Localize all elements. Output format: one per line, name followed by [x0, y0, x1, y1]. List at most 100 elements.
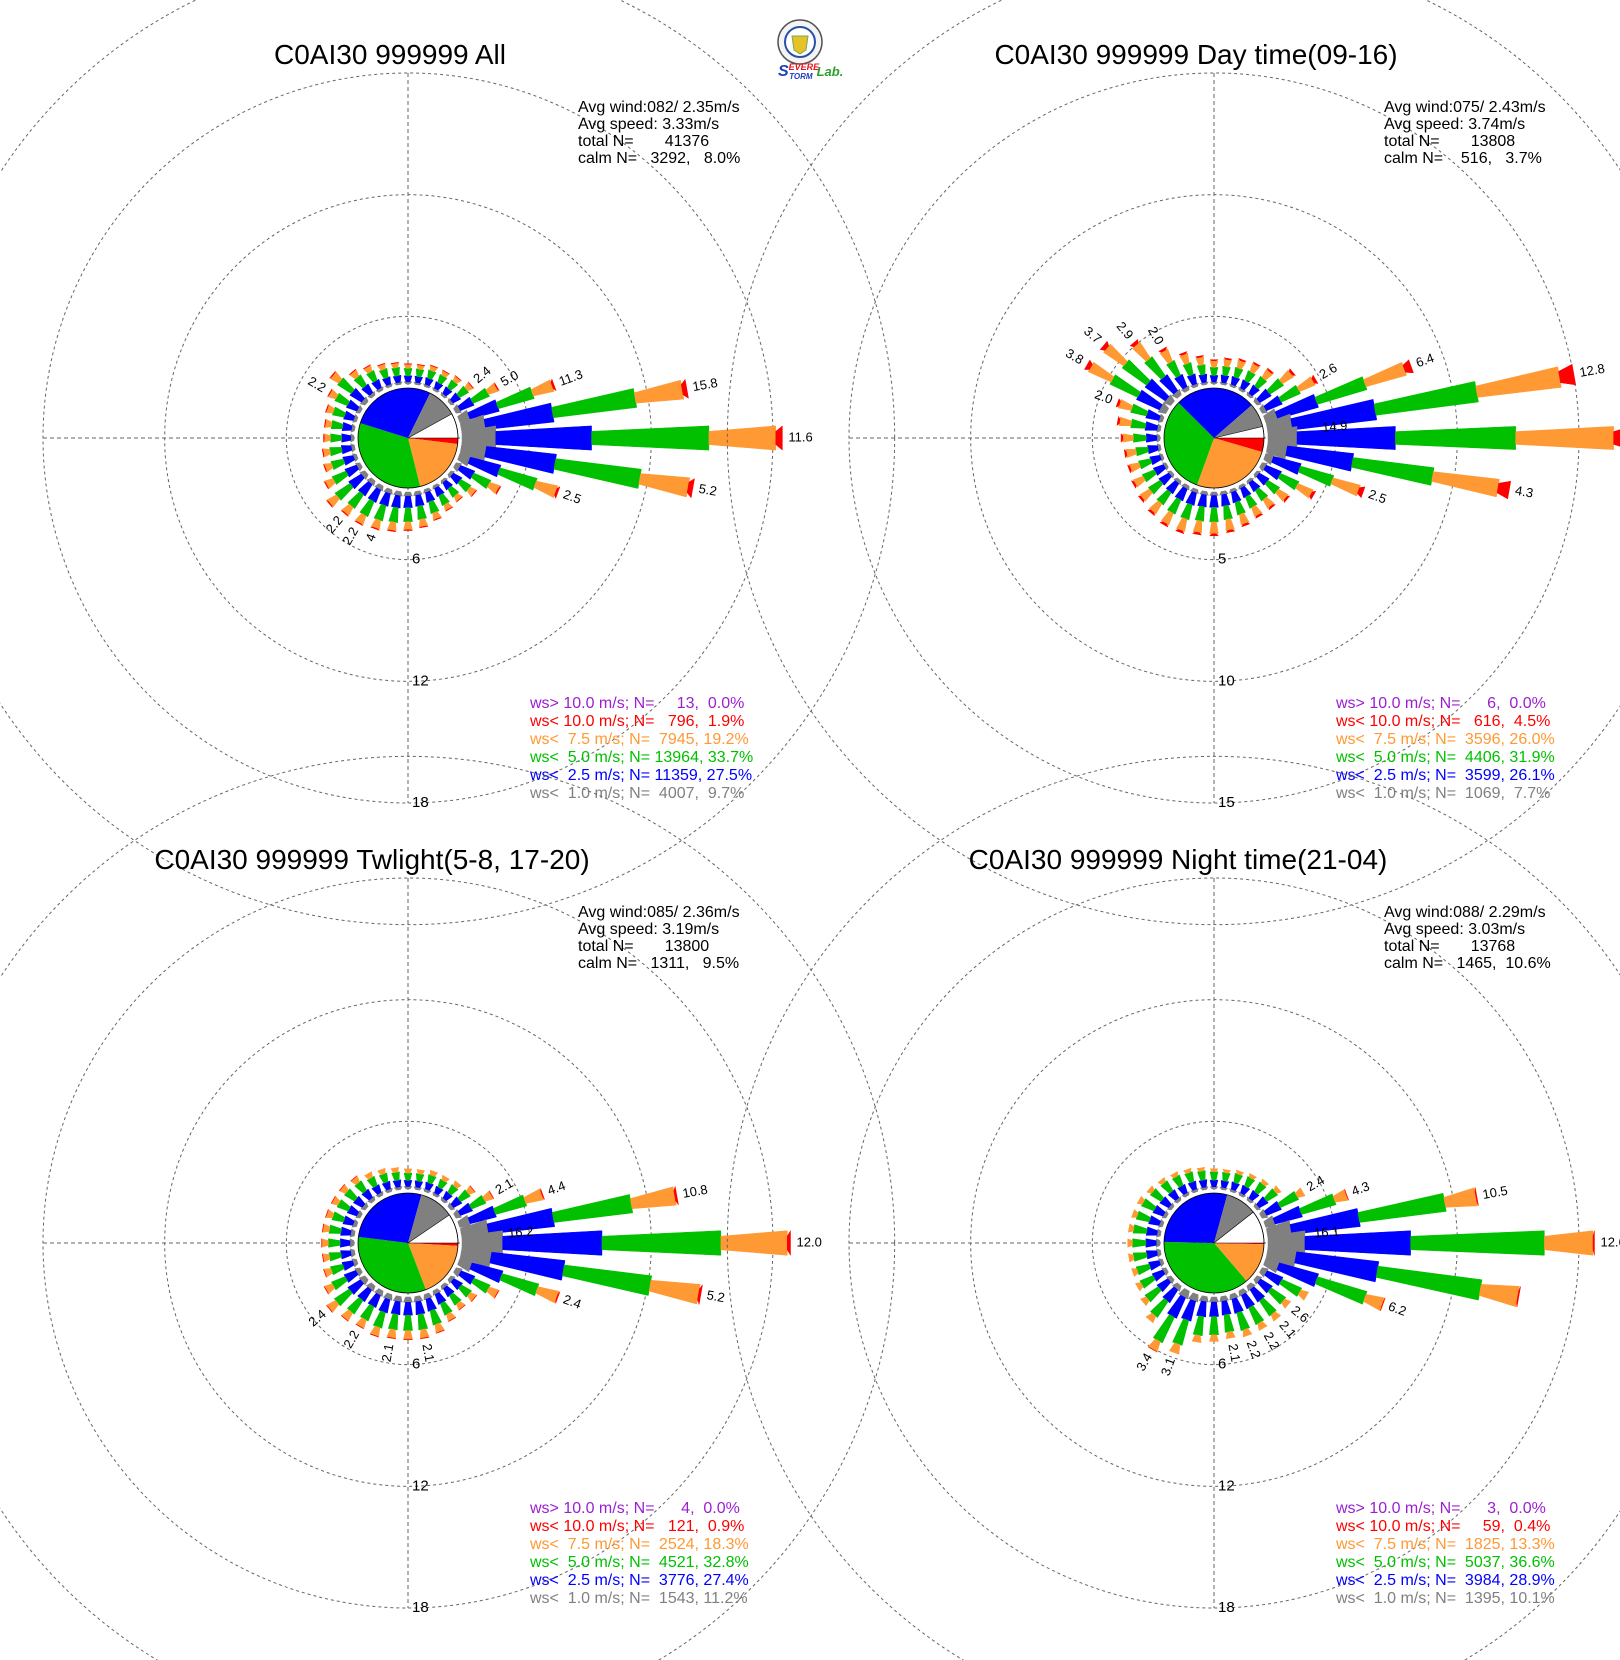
petal-value-label: 2.1	[1225, 1343, 1243, 1363]
petal-segment	[1278, 369, 1295, 385]
petal-segment	[1363, 361, 1407, 388]
petal-segment	[489, 1251, 566, 1281]
petal-segment	[467, 399, 500, 420]
petal-segment	[323, 419, 327, 428]
petal-segment	[1157, 1218, 1165, 1228]
legend-entry: ws> 10.0 m/s; N= 6, 0.0%	[1335, 695, 1546, 712]
pie-slice	[1214, 1243, 1264, 1245]
petal-value-label: 2.5	[1367, 486, 1389, 506]
pie-outline	[357, 387, 459, 489]
petal-segment	[550, 378, 557, 392]
logo-lab: Lab.	[817, 64, 844, 79]
petal-value-label: 4.3	[1514, 483, 1534, 501]
petal-segment	[1163, 394, 1175, 406]
petal-segment	[1138, 458, 1153, 470]
petal-segment	[390, 1300, 401, 1316]
petal-segment	[420, 1337, 430, 1340]
legend-entry: ws< 2.5 m/s; N= 3776, 27.4%	[529, 1572, 749, 1589]
petal-segment	[1231, 490, 1242, 504]
petal-segment	[391, 1171, 400, 1182]
range-ring	[726, 755, 1620, 1660]
petal-segment	[1189, 487, 1199, 495]
petal-segment	[323, 481, 329, 490]
petal-segment	[403, 375, 413, 383]
petal-segment	[1157, 402, 1170, 414]
petal-segment	[1255, 513, 1264, 520]
petal-segment	[413, 381, 423, 386]
logo-evere: EVERE	[789, 62, 821, 72]
petal-segment	[450, 1278, 464, 1291]
petal-segment	[1410, 1230, 1545, 1256]
petal-segment	[449, 392, 462, 404]
petal-segment	[1222, 365, 1231, 377]
petal-segment	[1248, 1189, 1260, 1202]
petal-segment	[446, 1311, 457, 1322]
petal-segment	[1156, 1278, 1172, 1293]
petal-segment	[1246, 391, 1255, 399]
petal-segment	[341, 421, 353, 431]
petal-segment	[1289, 367, 1297, 376]
petal-segment	[1357, 486, 1366, 499]
petal-segment	[437, 373, 448, 385]
petal-value-label: 2.0	[1145, 324, 1167, 347]
petal-segment	[1127, 1238, 1133, 1248]
ring-label: 12	[412, 1477, 429, 1494]
petal-segment	[1165, 1275, 1175, 1285]
petal-segment	[357, 481, 373, 497]
petal-segment	[341, 1260, 355, 1271]
petal-segment	[1116, 416, 1121, 426]
chart-title: C0AI30 999999 All	[274, 39, 506, 70]
petal-segment	[1249, 1286, 1266, 1303]
petal-segment	[1219, 1186, 1229, 1191]
petal-segment	[1178, 351, 1188, 356]
petal-segment	[459, 1246, 493, 1268]
stat-line: Avg wind:088/ 2.29m/s	[1384, 904, 1546, 921]
petal-segment	[1199, 381, 1209, 386]
petal-segment	[1240, 1184, 1251, 1196]
petal-segment	[324, 418, 333, 428]
petal-segment	[453, 403, 462, 414]
petal-segment	[1380, 1297, 1386, 1311]
petal-segment	[1131, 341, 1151, 362]
petal-segment	[1190, 382, 1199, 389]
petal-segment	[350, 433, 355, 443]
petal-segment	[367, 1195, 376, 1204]
legend-entry: ws< 2.5 m/s; N= 3984, 28.9%	[1335, 1572, 1555, 1589]
petal-segment	[1166, 359, 1181, 378]
petal-value-label: 4.4	[545, 1178, 567, 1198]
petal-segment	[1130, 403, 1149, 417]
petal-segment	[1173, 1196, 1182, 1204]
petal-value-label: 2.4	[305, 1306, 328, 1329]
petal-segment	[326, 500, 333, 508]
petal-segment	[417, 505, 427, 520]
petal-segment	[1147, 445, 1159, 455]
petal-segment	[1127, 1253, 1135, 1263]
petal-segment	[485, 382, 499, 395]
petal-value-label: 12.6	[1600, 1234, 1620, 1249]
petal-segment	[1249, 1172, 1258, 1180]
stat-line: calm N= 1465, 10.6%	[1384, 955, 1551, 972]
petal-segment	[1266, 378, 1285, 395]
petal-segment	[1209, 521, 1219, 535]
stat-line: calm N= 516, 3.7%	[1384, 150, 1542, 167]
petal-segment	[1219, 1295, 1230, 1303]
petal-segment	[1221, 493, 1231, 507]
petal-segment	[1246, 1196, 1255, 1204]
petal-segment	[1147, 1338, 1161, 1353]
petal-value-label: 5.2	[698, 481, 718, 499]
legend-entry: ws< 7.5 m/s; N= 7945, 19.2%	[529, 731, 749, 748]
petal-segment	[425, 1297, 437, 1312]
pie-slice	[1214, 1243, 1264, 1281]
petal-segment	[1160, 510, 1174, 526]
petal-segment	[1148, 500, 1163, 515]
petal-segment	[1195, 356, 1205, 366]
petal-segment	[458, 1304, 466, 1311]
petal-segment	[1229, 383, 1238, 389]
petal-segment	[1180, 385, 1190, 393]
petal-value-label: 2.2	[1244, 1338, 1264, 1360]
stat-line: total N= 13808	[1384, 133, 1515, 150]
pie-slice	[408, 1243, 458, 1246]
petal-segment	[348, 473, 365, 490]
ring-label: 5	[1218, 551, 1226, 568]
stat-line: Avg speed: 3.19m/s	[578, 921, 719, 938]
